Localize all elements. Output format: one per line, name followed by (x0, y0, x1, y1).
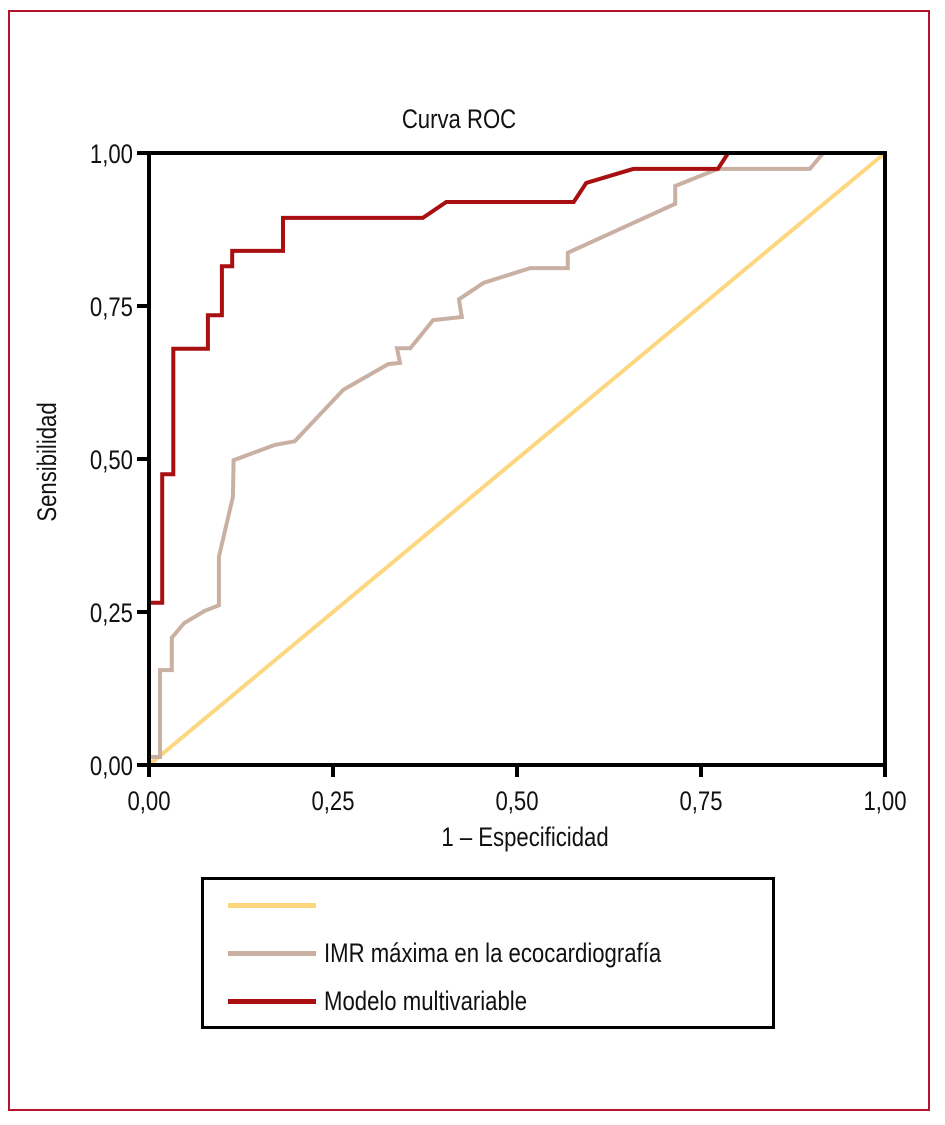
y-tick-label: 0,00 (90, 752, 133, 782)
x-tick-label: 1,00 (863, 787, 906, 817)
y-tick-label: 0,25 (90, 599, 133, 629)
series-reference-line (147, 151, 887, 767)
legend-swatch-reference (228, 902, 316, 908)
x-tick-label: 0,25 (311, 787, 354, 817)
chart-title: Curva ROC (402, 105, 516, 135)
legend-swatch-imr (228, 950, 316, 956)
y-axis-label: Sensibilidad (33, 402, 63, 521)
legend-label-model: Modelo multivariable (324, 985, 528, 1016)
series-imr-line (149, 151, 825, 759)
x-tick-label: 0,50 (495, 787, 538, 817)
legend-label-imr: IMR máxima en la ecocardiografía (324, 937, 662, 968)
y-tick-label: 0,75 (90, 293, 133, 323)
legend-item-model: Modelo multivariable (228, 986, 572, 1016)
legend-swatch-model (228, 998, 316, 1004)
y-tick-label: 1,00 (90, 140, 133, 170)
ticks-layer: 0,00 0,00 0,25 0,25 0,50 0,50 0,75 0,75 1,00 1,00 (90, 140, 907, 817)
series-model-line (149, 151, 730, 605)
y-tick-label: 0,50 (90, 446, 133, 476)
x-axis-label: 1 – Especificidad (441, 823, 608, 853)
figure-frame (8, 10, 930, 1111)
series-layer (147, 151, 887, 767)
legend-item-reference (228, 890, 324, 920)
x-tick-label: 0,00 (127, 787, 170, 817)
legend: IMR máxima en la ecocardiografía Modelo … (201, 877, 775, 1029)
legend-item-imr: IMR máxima en la ecocardiografía (228, 938, 735, 968)
x-tick-label: 0,75 (679, 787, 722, 817)
